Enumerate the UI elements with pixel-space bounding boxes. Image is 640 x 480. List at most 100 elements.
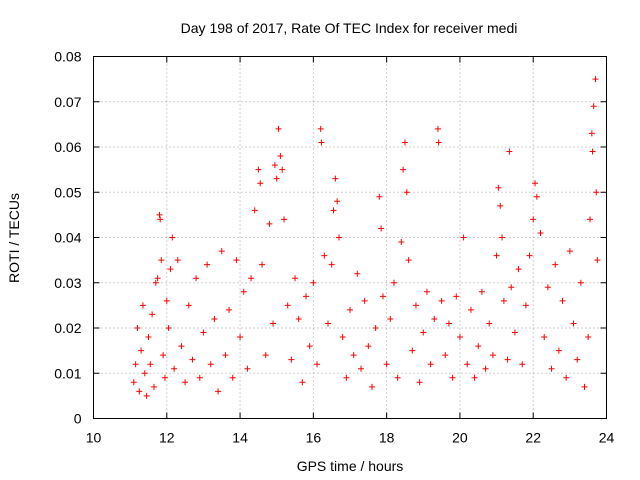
data-point — [193, 275, 200, 282]
data-point — [532, 180, 539, 187]
data-point — [398, 239, 405, 246]
x-tick-label: 14 — [232, 430, 248, 446]
data-point — [167, 266, 174, 273]
data-point — [588, 130, 595, 137]
data-point — [279, 166, 286, 173]
data-point — [149, 311, 156, 318]
data-point — [339, 334, 346, 341]
data-point — [394, 374, 401, 381]
data-point — [508, 284, 515, 291]
data-point — [334, 198, 341, 205]
data-point — [174, 257, 181, 264]
data-point — [130, 379, 137, 386]
data-point — [471, 374, 478, 381]
x-tick-label: 22 — [525, 430, 541, 446]
data-point — [533, 193, 540, 200]
data-point — [303, 293, 310, 300]
data-point — [563, 374, 570, 381]
data-point — [361, 297, 368, 304]
data-point — [445, 320, 452, 327]
data-point — [594, 257, 601, 264]
data-point — [169, 234, 176, 241]
data-point — [566, 248, 573, 255]
data-point — [211, 315, 218, 322]
x-tick-label: 24 — [599, 430, 615, 446]
data-point — [134, 325, 141, 331]
data-point — [185, 302, 192, 309]
data-point — [478, 288, 485, 295]
data-point — [401, 139, 408, 146]
data-point — [248, 275, 255, 282]
data-point — [271, 162, 278, 169]
data-point — [145, 334, 152, 341]
data-point — [541, 334, 548, 341]
data-point — [171, 365, 178, 372]
data-point — [215, 388, 222, 395]
data-point — [138, 347, 145, 354]
data-point — [336, 234, 343, 241]
data-point — [288, 356, 295, 363]
data-point — [593, 189, 600, 196]
x-tick-label: 18 — [379, 430, 395, 446]
data-point — [378, 225, 385, 232]
data-point — [347, 306, 353, 313]
data-point — [233, 257, 240, 264]
data-point — [453, 293, 460, 300]
data-point — [519, 361, 526, 368]
data-point — [154, 275, 161, 282]
data-point — [204, 261, 211, 268]
y-tick-label: 0.03 — [54, 275, 81, 291]
data-point — [526, 252, 533, 259]
data-point — [244, 365, 251, 372]
data-point — [218, 248, 225, 255]
data-point — [475, 343, 482, 350]
data-point — [255, 166, 262, 173]
data-point — [222, 352, 229, 359]
data-point — [589, 148, 596, 155]
data-point — [409, 347, 416, 354]
x-tick-labels: 10 12 14 16 18 20 22 24 — [86, 430, 615, 446]
data-point — [585, 334, 592, 341]
data-points — [130, 76, 601, 399]
data-point — [318, 139, 325, 146]
data-point — [368, 383, 375, 390]
data-point — [590, 103, 597, 110]
data-point — [196, 374, 203, 381]
gridlines — [93, 56, 607, 419]
data-point — [405, 257, 412, 264]
data-point — [587, 216, 594, 223]
data-point — [160, 352, 167, 359]
data-point — [435, 139, 442, 146]
data-point — [226, 306, 233, 313]
data-point — [189, 356, 196, 363]
x-tick-label: 12 — [159, 430, 175, 446]
data-point — [376, 193, 383, 200]
data-point — [416, 379, 423, 386]
chart-title: Day 198 of 2017, Rate Of TEC Index for r… — [181, 20, 518, 36]
data-point — [493, 252, 500, 259]
data-point — [262, 352, 269, 359]
data-point — [182, 379, 189, 386]
data-point — [592, 76, 599, 83]
data-point — [306, 343, 313, 350]
data-point — [423, 288, 430, 295]
data-point — [132, 361, 139, 368]
data-point — [237, 334, 244, 341]
data-point — [321, 252, 328, 259]
data-point — [530, 216, 537, 223]
data-point — [332, 175, 339, 182]
data-point — [379, 293, 386, 300]
data-point — [161, 374, 168, 381]
data-point — [259, 261, 266, 268]
data-point — [343, 374, 350, 381]
data-point — [357, 365, 364, 372]
data-point — [143, 392, 150, 399]
data-point — [506, 148, 513, 155]
y-tick-label: 0.02 — [54, 320, 81, 336]
data-point — [281, 216, 288, 223]
data-point — [504, 356, 511, 363]
data-point — [497, 202, 504, 209]
data-point — [284, 302, 291, 309]
data-point — [412, 302, 419, 309]
